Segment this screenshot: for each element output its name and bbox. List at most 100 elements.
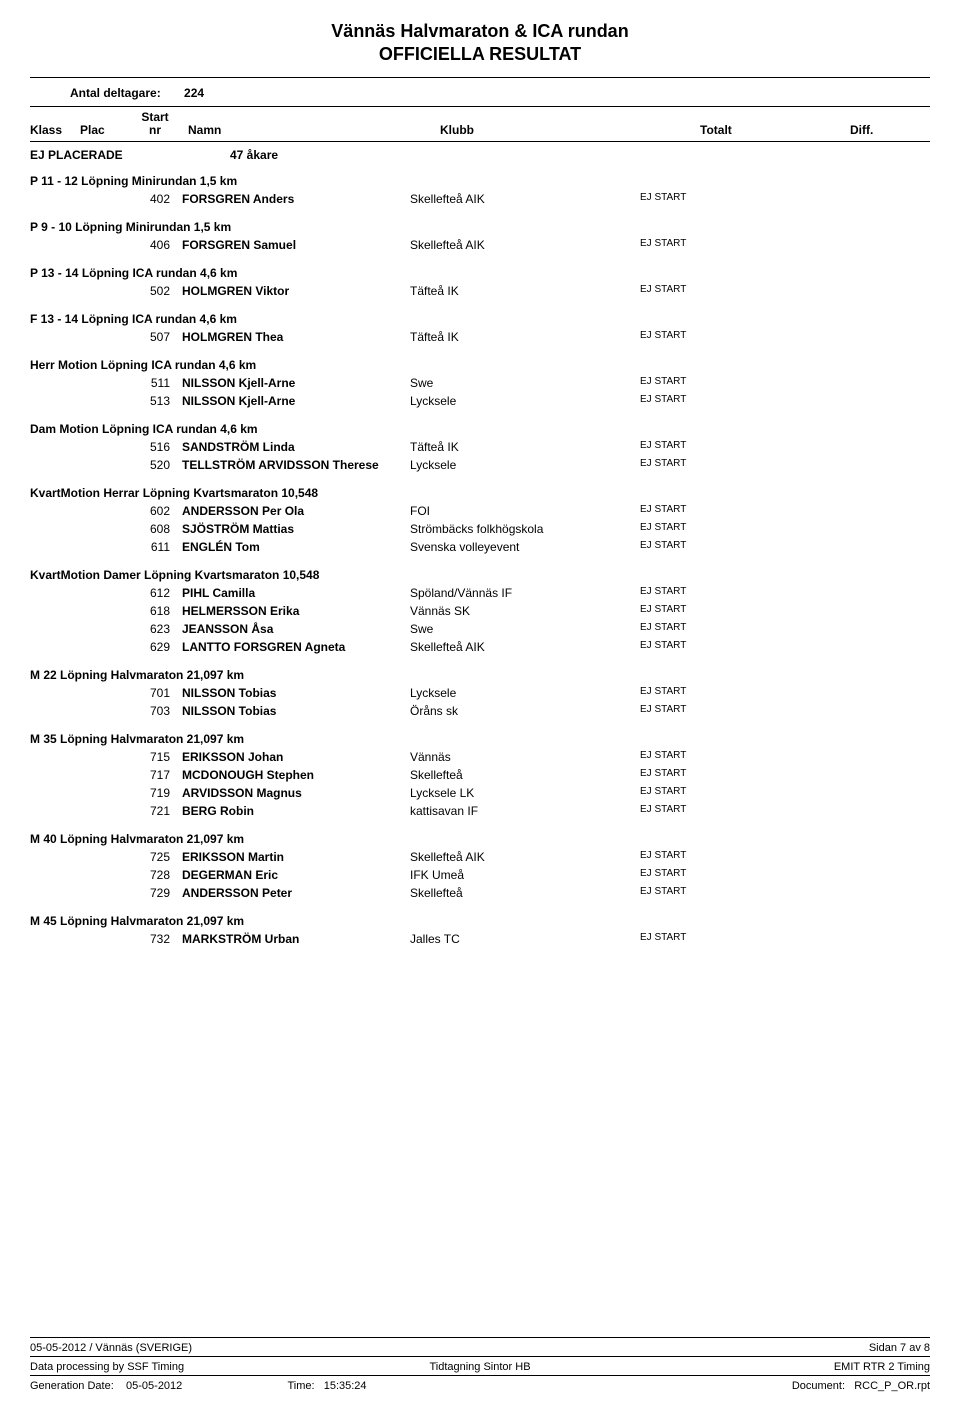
row-klubb: Skellefteå — [410, 766, 640, 784]
row-start-nr: 511 — [130, 374, 170, 392]
row-start-nr: 715 — [130, 748, 170, 766]
result-row: 701NILSSON TobiasLyckseleEJ START — [30, 684, 930, 702]
akare-count: 47 åkare — [230, 148, 278, 162]
row-name: HELMERSSON Erika — [170, 602, 410, 620]
row-name: FORSGREN Samuel — [170, 236, 410, 254]
divider — [30, 77, 930, 78]
row-status: EJ START — [640, 282, 686, 300]
group-title: Herr Motion Löpning ICA rundan 4,6 km — [30, 358, 930, 372]
row-status: EJ START — [640, 638, 686, 656]
row-start-nr: 611 — [130, 538, 170, 556]
participants-label: Antal deltagare: — [70, 86, 161, 100]
row-name: DEGERMAN Eric — [170, 866, 410, 884]
footer-page: Sidan 7 av 8 — [869, 1342, 930, 1354]
group-block: KvartMotion Herrar Löpning Kvartsmaraton… — [30, 486, 930, 556]
group-block: P 13 - 14 Löpning ICA rundan 4,6 km502HO… — [30, 266, 930, 300]
result-row: 732MARKSTRÖM UrbanJalles TCEJ START — [30, 930, 930, 948]
group-block: M 22 Löpning Halvmaraton 21,097 km701NIL… — [30, 668, 930, 720]
row-klubb: Lycksele — [410, 392, 640, 410]
row-start-nr: 717 — [130, 766, 170, 784]
row-klubb: Täfteå IK — [410, 438, 640, 456]
title-line2: OFFICIELLA RESULTAT — [30, 43, 930, 66]
footer-processing: Data processing by SSF Timing — [30, 1361, 184, 1373]
participants-count: 224 — [184, 86, 204, 100]
row-name: ENGLÉN Tom — [170, 538, 410, 556]
time-value: 15:35:24 — [324, 1380, 367, 1392]
group-block: KvartMotion Damer Löpning Kvartsmaraton … — [30, 568, 930, 656]
row-status: EJ START — [640, 702, 686, 720]
header-plac: Plac — [80, 123, 130, 137]
row-start-nr: 721 — [130, 802, 170, 820]
row-status: EJ START — [640, 848, 686, 866]
row-name: LANTTO FORSGREN Agneta — [170, 638, 410, 656]
footer-timing-mid: Tidtagning Sintor HB — [429, 1361, 530, 1373]
group-block: F 13 - 14 Löpning ICA rundan 4,6 km507HO… — [30, 312, 930, 346]
header-klass: Klass — [30, 123, 80, 137]
group-block: Herr Motion Löpning ICA rundan 4,6 km 511… — [30, 358, 930, 410]
group-block: P 11 - 12 Löpning Minirundan 1,5 km402FO… — [30, 174, 930, 208]
row-klubb: Lycksele LK — [410, 784, 640, 802]
row-start-nr: 507 — [130, 328, 170, 346]
row-start-nr: 629 — [130, 638, 170, 656]
result-row: 602ANDERSSON Per OlaFOIEJ START — [30, 502, 930, 520]
result-row: 406FORSGREN SamuelSkellefteå AIKEJ START — [30, 236, 930, 254]
row-klubb: IFK Umeå — [410, 866, 640, 884]
result-row: 516SANDSTRÖM LindaTäfteå IKEJ START — [30, 438, 930, 456]
row-name: NILSSON Tobias — [170, 684, 410, 702]
row-status: EJ START — [640, 456, 686, 474]
row-status: EJ START — [640, 866, 686, 884]
row-start-nr: 703 — [130, 702, 170, 720]
header-nr: nr — [130, 124, 180, 137]
row-status: EJ START — [640, 884, 686, 902]
row-name: NILSSON Kjell-Arne — [170, 374, 410, 392]
result-row: 719ARVIDSSON MagnusLycksele LKEJ START — [30, 784, 930, 802]
row-klubb: Jalles TC — [410, 930, 640, 948]
result-row: 725ERIKSSON MartinSkellefteå AIKEJ START — [30, 848, 930, 866]
row-status: EJ START — [640, 190, 686, 208]
time-label: Time: — [287, 1380, 314, 1392]
ej-placerade-row: EJ PLACERADE 47 åkare — [30, 148, 930, 162]
ej-placerade-label: EJ PLACERADE — [30, 148, 230, 162]
result-row: 612PIHL CamillaSpöland/Vännäs IFEJ START — [30, 584, 930, 602]
row-klubb: Lycksele — [410, 456, 640, 474]
row-status: EJ START — [640, 802, 686, 820]
result-row: 502HOLMGREN ViktorTäfteå IKEJ START — [30, 282, 930, 300]
row-start-nr: 502 — [130, 282, 170, 300]
row-start-nr: 513 — [130, 392, 170, 410]
footer-doc: Document: RCC_P_OR.rpt — [792, 1380, 930, 1392]
group-block: Dam Motion Löpning ICA rundan 4,6 km516S… — [30, 422, 930, 474]
result-row: 618HELMERSSON ErikaVännäs SKEJ START — [30, 602, 930, 620]
row-start-nr: 608 — [130, 520, 170, 538]
group-title: KvartMotion Herrar Löpning Kvartsmaraton… — [30, 486, 930, 500]
row-klubb: kattisavan IF — [410, 802, 640, 820]
result-row: 507HOLMGREN TheaTäfteå IKEJ START — [30, 328, 930, 346]
result-row: 520TELLSTRÖM ARVIDSSON ThereseLyckseleEJ… — [30, 456, 930, 474]
group-block: P 9 - 10 Löpning Minirundan 1,5 km 406FOR… — [30, 220, 930, 254]
footer-line1: 05-05-2012 / Vännäs (SVERIGE) Sidan 7 av… — [30, 1337, 930, 1356]
row-status: EJ START — [640, 520, 686, 538]
row-status: EJ START — [640, 620, 686, 638]
participants-row: Antal deltagare: 224 — [70, 86, 930, 100]
header-namn: Namn — [180, 123, 440, 137]
header-startnr: Start nr — [130, 111, 180, 137]
divider — [30, 106, 930, 107]
result-row: 715ERIKSSON JohanVännäsEJ START — [30, 748, 930, 766]
row-name: ERIKSSON Martin — [170, 848, 410, 866]
header-diff: Diff. — [850, 123, 930, 137]
row-status: EJ START — [640, 374, 686, 392]
footer-date-place: 05-05-2012 / Vännäs (SVERIGE) — [30, 1342, 192, 1354]
row-klubb: Svenska volleyevent — [410, 538, 640, 556]
title-block: Vännäs Halvmaraton & ICA rundan OFFICIEL… — [30, 20, 930, 67]
row-status: EJ START — [640, 328, 686, 346]
footer-gen-left: Generation Date: 05-05-2012 — [30, 1380, 182, 1392]
group-title: P 9 - 10 Löpning Minirundan 1,5 km — [30, 220, 930, 234]
row-name: SANDSTRÖM Linda — [170, 438, 410, 456]
row-status: EJ START — [640, 930, 686, 948]
gen-date-value: 05-05-2012 — [126, 1380, 182, 1392]
group-block: M 45 Löpning Halvmaraton 21,097 km732MAR… — [30, 914, 930, 948]
result-row: 728DEGERMAN EricIFK UmeåEJ START — [30, 866, 930, 884]
row-status: EJ START — [640, 438, 686, 456]
row-start-nr: 729 — [130, 884, 170, 902]
row-start-nr: 725 — [130, 848, 170, 866]
row-name: NILSSON Kjell-Arne — [170, 392, 410, 410]
